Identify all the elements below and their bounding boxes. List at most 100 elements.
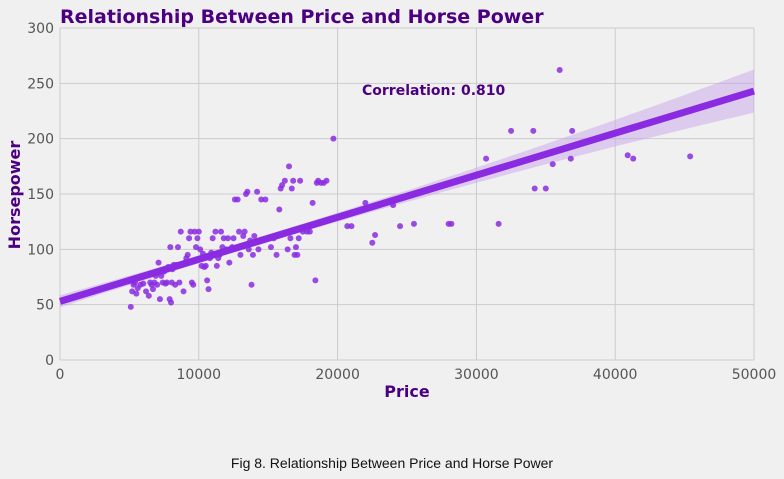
data-point	[190, 281, 197, 288]
data-point	[273, 251, 280, 258]
data-point	[258, 196, 265, 203]
data-point	[323, 177, 330, 184]
data-point	[542, 185, 549, 192]
y-tick-label: 100	[27, 242, 54, 258]
data-point	[234, 196, 241, 203]
data-point	[344, 223, 351, 230]
data-point	[288, 185, 295, 192]
data-point	[267, 244, 274, 251]
data-point	[204, 277, 211, 284]
data-point	[281, 177, 288, 184]
data-point	[276, 206, 283, 213]
data-point	[483, 155, 490, 162]
data-point	[448, 220, 455, 227]
data-point	[127, 303, 134, 310]
data-point	[237, 251, 244, 258]
y-tick-label: 300	[27, 21, 54, 37]
data-point	[567, 155, 574, 162]
data-point	[248, 281, 255, 288]
data-point	[168, 299, 175, 306]
data-point	[241, 228, 248, 235]
y-tick-label: 0	[45, 353, 54, 369]
data-point	[309, 199, 316, 206]
data-point	[330, 135, 337, 142]
data-point	[133, 290, 140, 297]
data-point	[155, 259, 162, 266]
data-point	[209, 235, 216, 242]
data-point	[224, 235, 231, 242]
data-point	[191, 228, 198, 235]
data-point	[508, 127, 515, 134]
data-point	[205, 286, 212, 293]
x-tick-label: 30000	[454, 367, 499, 383]
data-point	[143, 288, 150, 295]
data-point	[140, 280, 147, 287]
data-points	[127, 67, 694, 310]
y-tick-label: 50	[36, 298, 54, 314]
y-axis-ticks: 0 50 100 150 200 250 300	[27, 21, 54, 369]
data-point	[306, 228, 313, 235]
data-point	[213, 262, 220, 269]
data-point	[287, 235, 294, 242]
data-point	[184, 251, 191, 258]
data-point	[186, 235, 193, 242]
data-point	[286, 163, 293, 170]
data-point	[251, 233, 258, 240]
data-point	[163, 279, 170, 286]
data-point	[410, 220, 417, 227]
data-point	[297, 177, 304, 184]
data-point	[156, 296, 163, 303]
data-point	[202, 262, 209, 269]
y-tick-label: 200	[27, 132, 54, 148]
data-point	[279, 182, 286, 189]
x-tick-label: 10000	[177, 367, 222, 383]
x-tick-label: 0	[56, 367, 65, 383]
data-point	[372, 231, 379, 238]
data-point	[630, 155, 637, 162]
data-point	[230, 235, 237, 242]
data-point	[187, 228, 194, 235]
data-point	[176, 279, 183, 286]
x-tick-label: 40000	[593, 367, 638, 383]
data-point	[197, 246, 204, 253]
data-point	[244, 188, 251, 195]
figure-caption: Fig 8. Relationship Between Price and Ho…	[230, 455, 554, 471]
data-point	[549, 161, 556, 168]
data-point	[687, 153, 694, 160]
data-point	[254, 188, 261, 195]
data-point	[212, 228, 219, 235]
data-point	[255, 246, 262, 253]
data-point	[624, 152, 631, 159]
data-point	[249, 251, 256, 258]
data-point	[284, 246, 291, 253]
data-point	[495, 220, 502, 227]
data-point	[362, 199, 369, 206]
data-point	[154, 281, 161, 288]
data-point	[145, 292, 152, 299]
y-tick-label: 150	[27, 187, 54, 203]
data-point	[194, 235, 201, 242]
data-point	[236, 228, 243, 235]
data-point	[530, 127, 537, 134]
regression-line	[58, 87, 756, 305]
data-point	[348, 223, 355, 230]
data-point	[531, 185, 538, 192]
data-point	[294, 251, 301, 258]
data-point	[397, 223, 404, 230]
data-point	[167, 244, 174, 251]
data-point	[226, 259, 233, 266]
chart-title: Relationship Between Price and Horse Pow…	[60, 6, 544, 28]
data-point	[292, 244, 299, 251]
y-axis-label: Horsepower	[5, 141, 24, 250]
data-point	[195, 228, 202, 235]
data-point	[218, 228, 225, 235]
x-axis-label: Price	[384, 382, 430, 401]
x-tick-label: 50000	[732, 367, 777, 383]
data-point	[174, 244, 181, 251]
data-point	[312, 277, 319, 284]
x-tick-label: 20000	[315, 367, 360, 383]
data-point	[295, 235, 302, 242]
y-tick-label: 250	[27, 76, 54, 92]
data-point	[556, 67, 563, 74]
